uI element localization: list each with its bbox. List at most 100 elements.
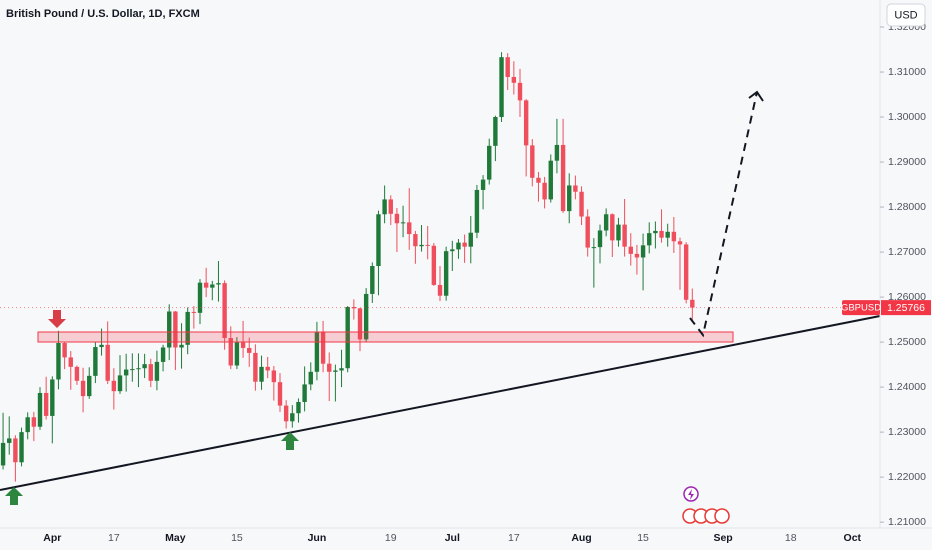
candle-body — [690, 299, 695, 308]
x-tick-label: 15 — [231, 532, 243, 544]
candle-body — [677, 241, 683, 245]
candle-body — [80, 380, 86, 397]
candle-body — [216, 283, 221, 285]
candle-body — [474, 189, 480, 233]
candle-body — [68, 357, 73, 367]
candle-body — [148, 364, 153, 381]
candle-body — [499, 57, 504, 118]
candle-body — [530, 145, 535, 178]
candle-body — [265, 366, 270, 371]
candle-body — [345, 306, 350, 369]
candle-body — [462, 242, 467, 247]
y-tick-label: 1.31000 — [888, 66, 926, 78]
candle-body — [659, 230, 664, 238]
currency-label[interactable]: USD — [894, 9, 917, 21]
economic-event[interactable] — [714, 508, 730, 524]
candle-body — [603, 214, 609, 231]
candle-body — [431, 245, 437, 285]
candle-body — [74, 366, 80, 381]
candle-body — [573, 185, 578, 192]
candle-body — [370, 266, 375, 294]
candle-body — [130, 369, 135, 371]
candle-body — [665, 231, 670, 238]
candle-body — [247, 347, 252, 353]
candle-body — [640, 245, 646, 258]
drawings — [0, 90, 881, 524]
currency-button[interactable] — [886, 3, 926, 27]
candle-body — [647, 233, 652, 246]
candle-body — [567, 185, 572, 212]
projection-arrowhead — [748, 90, 764, 102]
candle-body — [548, 160, 553, 200]
candle-body — [43, 392, 49, 416]
candle-body — [443, 251, 449, 296]
candle-body — [585, 216, 590, 248]
candle-body — [597, 230, 603, 248]
candle-body — [302, 384, 307, 402]
candle-body — [203, 282, 209, 288]
candle-body — [320, 331, 326, 364]
candle-body — [290, 413, 295, 422]
candle-body — [31, 417, 37, 427]
x-tick-label: 18 — [785, 532, 797, 544]
candle-body — [683, 244, 689, 300]
chart-title: British Pound / U.S. Dollar, 1D, FXCM — [6, 8, 200, 20]
candle-body — [271, 370, 277, 383]
candle-body — [400, 222, 406, 224]
candle-body — [228, 338, 233, 366]
candle-body — [456, 242, 461, 250]
y-tick-label: 1.23000 — [888, 426, 926, 438]
candle-body — [283, 405, 289, 422]
candle-body — [123, 369, 129, 376]
x-tick-label: 17 — [508, 532, 520, 544]
y-tick-label: 1.24000 — [888, 381, 926, 393]
candle-body — [197, 282, 203, 313]
candle-body — [173, 311, 178, 348]
candle-body — [517, 82, 523, 101]
candle-body — [376, 214, 381, 267]
candle-body — [179, 344, 184, 348]
x-tick-label: Sep — [713, 532, 732, 544]
x-tick-label: 19 — [385, 532, 397, 544]
y-tick-label: 1.25000 — [888, 336, 926, 348]
y-tick-label: 1.21000 — [888, 516, 926, 528]
candle-body — [653, 230, 658, 234]
y-tick-label: 1.27000 — [888, 246, 926, 258]
candle-body — [314, 331, 320, 372]
candle-body — [357, 308, 363, 340]
candle-body — [253, 352, 258, 382]
candle-body — [554, 144, 560, 161]
candle-body — [99, 344, 104, 348]
candle-body — [327, 363, 332, 372]
candle-body — [136, 368, 141, 370]
y-tick-label: 1.26000 — [888, 291, 926, 303]
candle-body — [185, 311, 190, 345]
x-tick-label: Oct — [844, 532, 862, 544]
y-tick-label: 1.29000 — [888, 156, 926, 168]
last-price-label: 1.25766 — [887, 302, 925, 314]
candle-body — [407, 222, 412, 235]
candle-body — [610, 214, 615, 241]
event-icon-bolt — [688, 489, 694, 500]
candle-body — [468, 232, 473, 247]
candle-body — [579, 191, 584, 217]
candle-body — [622, 224, 627, 247]
candle-body — [105, 344, 110, 381]
candle-body — [154, 361, 160, 381]
candle-body — [62, 342, 67, 358]
candle-body — [542, 182, 547, 200]
buy-arrow — [5, 487, 23, 505]
candle-body — [240, 342, 246, 348]
candle-body — [222, 283, 227, 339]
candle-body — [591, 247, 597, 249]
candle-body — [50, 379, 55, 416]
candle-body — [363, 293, 369, 340]
candle-body — [487, 145, 492, 180]
candle-body — [13, 438, 18, 463]
candle-body — [413, 234, 418, 247]
candle-body — [117, 375, 123, 392]
resistance-zone — [37, 331, 734, 343]
candle-body — [480, 179, 486, 190]
